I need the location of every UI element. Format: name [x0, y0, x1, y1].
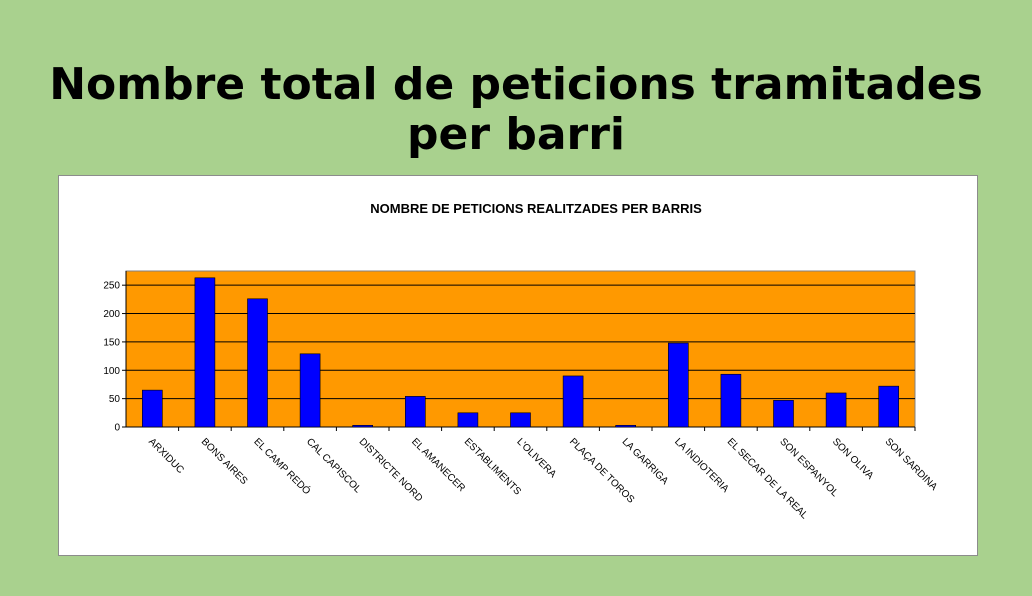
bar: [562, 375, 584, 428]
bar: [404, 396, 426, 428]
x-category-label: ESTABLIMENTS: [462, 436, 523, 497]
bar: [510, 412, 531, 428]
y-tick-label: 50: [109, 394, 121, 405]
bar-chart: NOMBRE DE PETICIONS REALITZADES PER BARR…: [103, 201, 939, 522]
bar: [142, 389, 163, 428]
x-category-label: SON SARDINA: [883, 436, 940, 493]
bar: [299, 353, 321, 428]
x-category-label: L'OLIVERA: [514, 436, 558, 480]
x-category-label: LA GARRIGA: [620, 436, 671, 487]
y-tick-label: 100: [103, 366, 120, 377]
x-category-label: BONS AIRES: [199, 436, 250, 487]
x-category-label: SON OLIVA: [830, 436, 876, 482]
slide-title-line-1: Nombre total de peticions tramitades: [49, 59, 983, 110]
slide-title: Nombre total de peticions tramitades per…: [0, 60, 1032, 160]
x-category-label: EL AMANECER: [409, 436, 467, 494]
bar: [352, 424, 374, 428]
bar: [615, 424, 637, 428]
slide-title-line-2: per barri: [406, 109, 626, 160]
plot-area: [125, 270, 916, 428]
bar: [457, 412, 479, 428]
bar: [247, 298, 268, 428]
y-tick-label: 250: [103, 281, 120, 292]
x-category-label: CAL CAPISCOL: [304, 436, 363, 495]
bars: [142, 277, 900, 428]
y-tick-label: 150: [103, 337, 120, 348]
bar: [825, 392, 847, 428]
y-tick-label: 0: [114, 423, 120, 434]
y-tick-label: 200: [103, 309, 120, 320]
chart-frame: NOMBRE DE PETICIONS REALITZADES PER BARR…: [58, 175, 978, 556]
y-tick-labels: 0 50 100 150 200 250: [103, 281, 120, 434]
bar: [878, 385, 900, 428]
bar: [667, 342, 689, 428]
x-category-label: ARXIDUC: [146, 436, 186, 476]
bar: [773, 400, 794, 428]
bar: [720, 373, 742, 428]
bar: [194, 277, 216, 428]
chart-title: NOMBRE DE PETICIONS REALITZADES PER BARR…: [370, 201, 702, 216]
x-category-label: LA INDIOTERIA: [672, 436, 731, 495]
